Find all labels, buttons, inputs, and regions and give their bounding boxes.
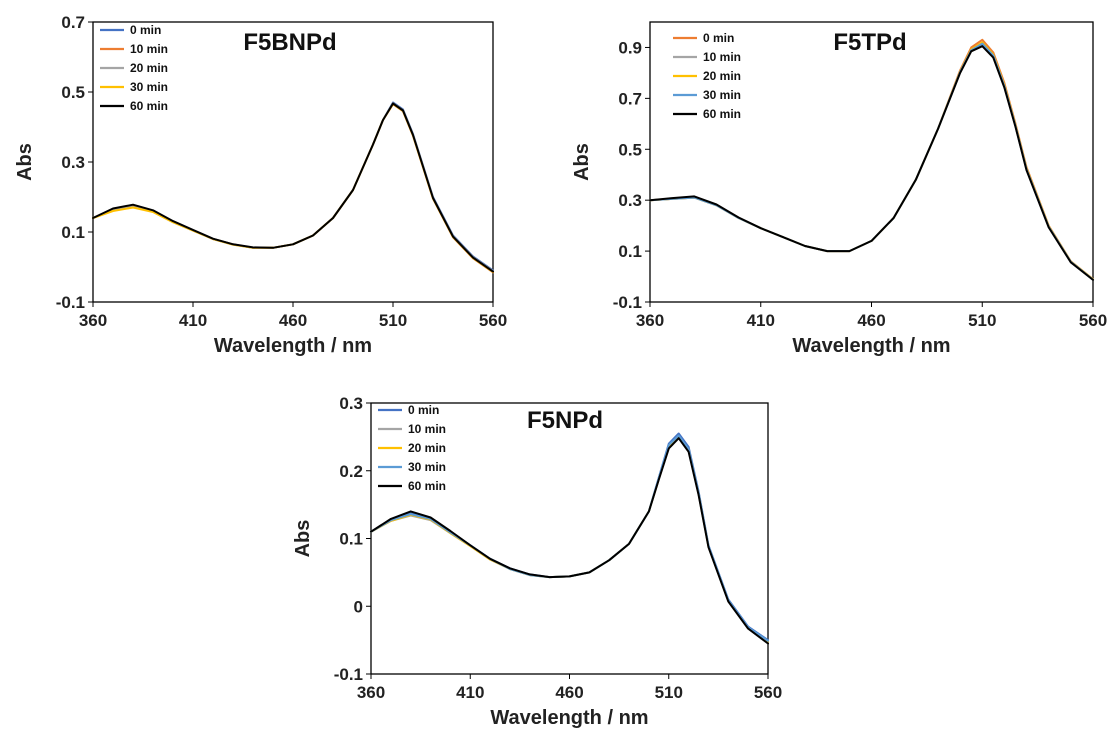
chart-0-series-line-1 [92,103,494,274]
chart-0-x-tick-label: 410 [179,311,207,330]
chart-0-title: F5BNPd [243,29,336,56]
chart-1-legend-label-0: 0 min [703,31,734,45]
chart-2-y-tick-label: 0 [354,597,363,616]
chart-1-y-tick-label: 0.7 [618,89,642,108]
chart-1-legend-label-2: 20 min [703,69,741,83]
chart-2-y-axis-label: Abs [292,520,314,558]
chart-2-x-tick-label: 360 [357,683,385,702]
chart-1-legend-label-4: 60 min [703,107,741,121]
chart-f5bnpd: 360 410 460 510 560 -0.1 0.1 0.3 0.5 0.7 Wavelengt… [14,13,507,357]
chart-0-y-tick-label: 0.1 [61,223,85,242]
chart-1-x-tick-label: 560 [1079,311,1107,330]
chart-2-legend-label-2: 20 min [408,441,446,455]
chart-2-x-axis-label: Wavelength / nm [490,707,648,729]
chart-0-y-tick-label: 0.5 [61,83,85,102]
chart-0-series-line-3 [92,102,494,273]
chart-1-title: F5TPd [833,29,906,56]
chart-1-y-tick-label: 0.5 [618,140,642,159]
chart-2-x-tick-label: 560 [754,683,782,702]
chart-0-y-axis-label: Abs [14,143,36,181]
chart-1-y-tick-label: 0.9 [618,38,642,57]
chart-2-x-tick-label: 510 [655,683,683,702]
chart-1-x-tick-label: 410 [747,311,775,330]
chart-0-y-tick-label: -0.1 [56,293,85,312]
chart-2-x-tick-label: 460 [555,683,583,702]
chart-1-legend-label-1: 10 min [703,50,741,64]
chart-2-x-tick-label: 410 [456,683,484,702]
chart-0-x-tick-label: 460 [279,311,307,330]
chart-0-legend-label-2: 20 min [130,61,168,75]
chart-0-x-tick-label: 560 [479,311,507,330]
chart-2-y-tick-label: 0.3 [339,394,363,413]
chart-0-legend-label-4: 60 min [130,99,168,113]
chart-1-x-axis-label: Wavelength / nm [792,335,950,357]
chart-1-legend-label-3: 30 min [703,88,741,102]
chart-f5tpd: 360 410 460 510 560 -0.1 0.1 0.3 0.5 0.7 0.9 Wavele… [571,21,1107,357]
chart-1-y-tick-label: 0.3 [618,191,642,210]
chart-1-plot-frame [649,21,1094,303]
chart-1-x-tick-label: 460 [857,311,885,330]
chart-2-legend-label-3: 30 min [408,460,446,474]
chart-0-x-tick-label: 360 [79,311,107,330]
chart-2-legend-label-4: 60 min [408,479,446,493]
chart-0-series-line-4 [92,102,494,273]
chart-2-legend-label-1: 10 min [408,422,446,436]
chart-2-series-line-4 [370,437,769,645]
chart-0-legend-label-0: 0 min [130,23,161,37]
chart-2-y-tick-label: 0.2 [339,462,363,481]
chart-1-y-tick-label: 0.1 [618,242,642,261]
chart-2-y-tick-label: 0.1 [339,530,363,549]
chart-0-x-tick-label: 510 [379,311,407,330]
chart-1-x-tick-label: 360 [636,311,664,330]
chart-0-legend-label-3: 30 min [130,80,168,94]
chart-0-y-tick-label: 0.3 [61,153,85,172]
chart-0-y-tick-label: 0.7 [61,13,85,32]
chart-2-title: F5NPd [527,407,603,434]
chart-0-series-line-2 [92,102,494,273]
chart-2-legend-label-0: 0 min [408,403,439,417]
chart-0-legend-label-1: 10 min [130,42,168,56]
chart-f5npd: 360 410 460 510 560 -0.1 0 0.1 0.2 0.3 Wavelength … [292,394,782,729]
chart-1-series-line-4 [649,45,1094,281]
chart-1-y-axis-label: Abs [571,143,593,181]
chart-2-y-tick-label: -0.1 [334,665,363,684]
chart-1-y-tick-label: -0.1 [613,293,642,312]
chart-1-x-tick-label: 510 [968,311,996,330]
chart-0-x-axis-label: Wavelength / nm [214,335,372,357]
